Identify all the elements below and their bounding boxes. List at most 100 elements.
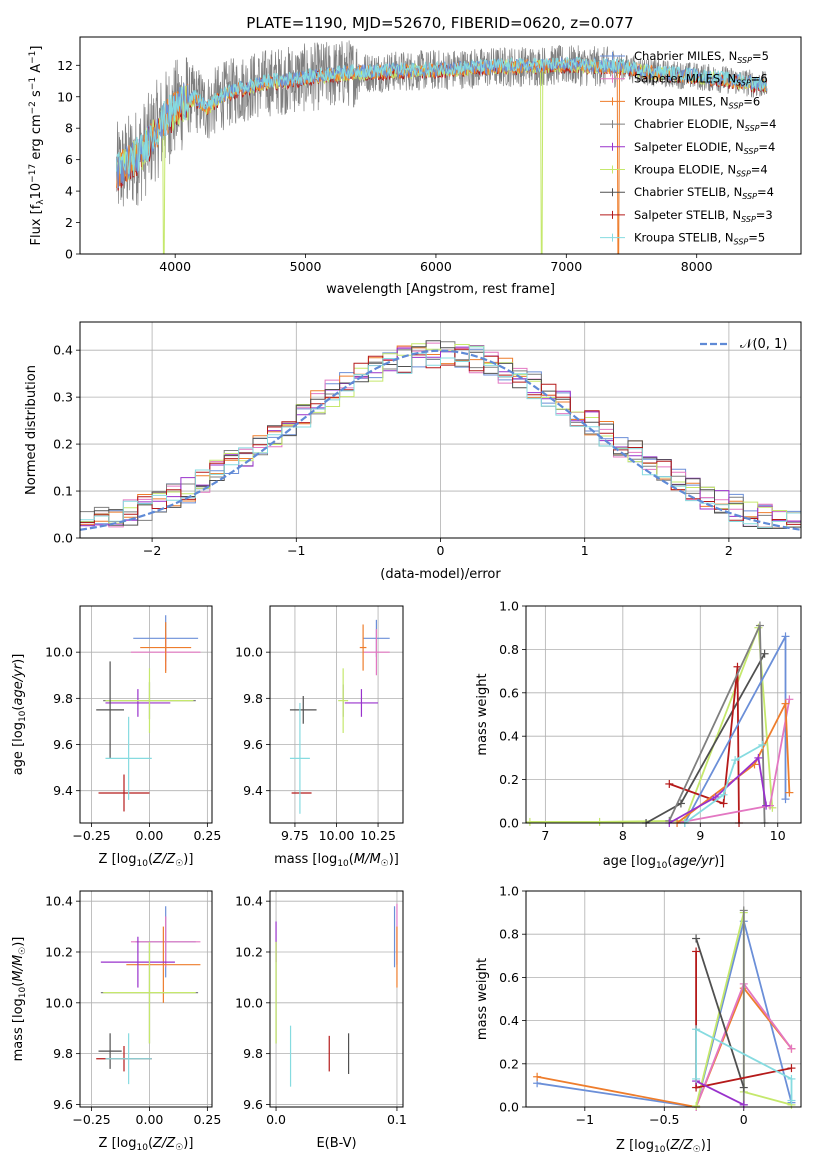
- y-tick-label: 0.6: [499, 685, 519, 700]
- weight-marker: [781, 795, 790, 804]
- x-tick-label: −0.25: [72, 828, 110, 843]
- x-tick-label: 8: [619, 828, 627, 843]
- x-tick-label: 0.00: [136, 1112, 164, 1127]
- weight-line-kroupa_stelib: [695, 1027, 793, 1101]
- weight-marker: [758, 740, 767, 749]
- axes-frame: [79, 36, 802, 255]
- x-axis-label: Z [log10(Z/Z☉)]: [99, 852, 194, 869]
- weight-marker: [739, 906, 748, 915]
- y-tick-label: 10.0: [235, 645, 263, 660]
- x-tick-label: −0.5: [649, 1112, 679, 1127]
- y-tick-label: 2: [65, 215, 73, 230]
- y-tick-label: 1.0: [499, 599, 519, 614]
- errorbar-point: [359, 624, 367, 671]
- mass-vs-ebv-chart: 0.0 0.1 9.6 9.8 10.0 10.2 10.4 E(B-V): [235, 890, 407, 1151]
- weight-marker: [719, 790, 728, 799]
- x-tick-label: 4000: [159, 259, 191, 274]
- y-tick-label: 0.4: [53, 343, 73, 358]
- weight-marker: [739, 1100, 748, 1109]
- x-tick-label: 7: [541, 828, 549, 843]
- x-tick-label: 0.25: [193, 1112, 221, 1127]
- weight-marker: [760, 649, 769, 658]
- legend-entry: Chabrier MILES, NSSP=5: [634, 49, 769, 65]
- weight-marker: [595, 817, 604, 826]
- y-tick-label: 0.4: [499, 729, 519, 744]
- legend-entry: Chabrier STELIB, NSSP=4: [634, 185, 774, 201]
- axes-frame: [79, 321, 802, 539]
- errorbar-point: [289, 702, 310, 814]
- weight-line-salpeter_elodie: [668, 756, 767, 824]
- y-tick-label: 8: [65, 121, 73, 136]
- y-tick-label: 0.0: [499, 1100, 519, 1115]
- weight-marker: [533, 1072, 542, 1081]
- errorbar-point: [289, 696, 317, 724]
- errorbar-point: [344, 689, 379, 717]
- weight-marker: [525, 817, 534, 826]
- x-tick-label: 0: [437, 543, 445, 558]
- x-tick-label: 0.0: [266, 1112, 286, 1127]
- y-tick-label: 10.0: [235, 995, 263, 1010]
- x-axis-label: Z [log10(Z/Z☉)]: [616, 1138, 711, 1155]
- errorbar-point: [100, 936, 175, 988]
- legend-entry-normal: 𝒩(0, 1): [740, 337, 787, 352]
- x-axis-label: Z [log10(Z/Z☉)]: [99, 1136, 194, 1153]
- legend-entry: Salpeter MILES, NSSP=6: [634, 72, 768, 88]
- weight-marker: [787, 1096, 796, 1105]
- legend-entry: Kroupa MILES, NSSP=6: [634, 94, 760, 110]
- weight-marker: [787, 1044, 796, 1053]
- y-tick-label: 9.8: [243, 691, 263, 706]
- weight-line-chabrier_stelib: [695, 938, 745, 1088]
- legend-entry: Salpeter STELIB, NSSP=3: [634, 208, 773, 224]
- y-axis-label: Normed distribution: [24, 365, 39, 495]
- age-vs-mass-chart: 9.75 10.00 10.25 9.4 9.6 9.8 10.0 mass [log10(M…: [235, 605, 404, 869]
- y-tick-label: 10.4: [235, 894, 263, 909]
- axes-frame: [525, 605, 802, 824]
- weight-marker: [665, 779, 674, 788]
- errorbar-point: [140, 622, 192, 673]
- errorbar-point: [103, 941, 196, 1044]
- age-vs-metallicity-chart: −0.25 0.00 0.25 9.4 9.6 9.8 10.0 Z [log10(Z/Z☉)…: [11, 605, 221, 869]
- y-tick-label: 0.4: [499, 1013, 519, 1028]
- legend-entry: Chabrier ELODIE, NSSP=4: [634, 117, 776, 133]
- x-tick-label: −1: [576, 1112, 594, 1127]
- errorbar-point: [98, 1033, 122, 1069]
- weight-line-salpeter_stelib: [668, 666, 740, 824]
- weight-marker: [692, 934, 701, 943]
- weight-marker: [754, 753, 763, 762]
- axes-frame: [269, 605, 404, 824]
- errorbar-point: [105, 1033, 152, 1085]
- x-tick-label: 7000: [550, 259, 582, 274]
- weight-marker: [692, 1074, 701, 1083]
- x-tick-label: 0.25: [193, 828, 221, 843]
- y-tick-label: 10.4: [45, 894, 73, 909]
- y-tick-label: 12: [57, 58, 73, 73]
- axes-frame: [79, 890, 213, 1108]
- legend-entry: Salpeter ELODIE, NSSP=4: [634, 140, 775, 156]
- legend-entry: Kroupa STELIB, NSSP=5: [634, 231, 765, 247]
- errorbar-point: [338, 668, 349, 733]
- axes-frame: [269, 890, 404, 1108]
- weight-marker: [739, 1083, 748, 1092]
- x-tick-label: −2: [143, 543, 161, 558]
- x-tick-label: 6000: [420, 259, 452, 274]
- x-axis-label: E(B-V): [316, 1136, 356, 1151]
- y-tick-label: 4: [65, 184, 73, 199]
- y-tick-label: 10.0: [45, 995, 73, 1010]
- x-tick-label: 10.00: [319, 828, 355, 843]
- x-axis-label: (data-model)/error: [380, 567, 501, 582]
- y-tick-label: 1.0: [499, 884, 519, 899]
- weight-marker: [785, 788, 794, 797]
- y-tick-label: 0.3: [53, 390, 73, 405]
- weight-marker: [781, 632, 790, 641]
- legend-entry: Kroupa ELODIE, NSSP=4: [634, 163, 768, 179]
- y-tick-label: 0.2: [53, 437, 73, 452]
- weight-marker: [692, 947, 701, 956]
- y-tick-label: 0.1: [53, 484, 73, 499]
- weight-marker: [762, 801, 771, 810]
- y-tick-label: 10: [57, 89, 73, 104]
- x-tick-label: 0.1: [387, 1112, 407, 1127]
- axes-frame: [525, 890, 802, 1108]
- y-axis-label: mass [log10(M/M☉)]: [11, 937, 28, 1062]
- errorbar-point: [130, 916, 201, 968]
- y-tick-label: 0.0: [499, 816, 519, 831]
